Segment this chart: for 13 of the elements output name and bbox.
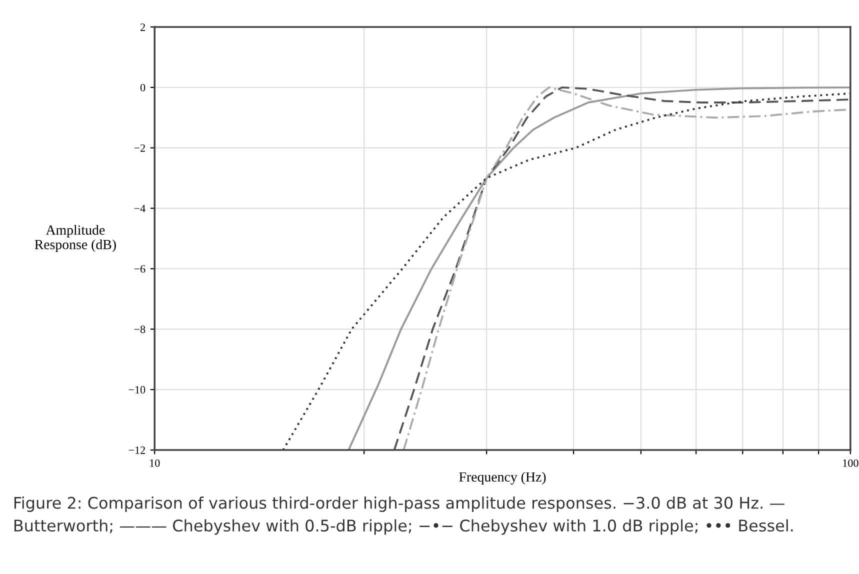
- x-axis-title: Frequency (Hz): [459, 472, 546, 485]
- y-tick-label: −6: [134, 265, 146, 273]
- y-tick-label: −2: [134, 144, 145, 152]
- x-tick-label: 10: [150, 459, 160, 467]
- y-axis-title: Amplitude Response (dB): [34, 224, 116, 252]
- caption: Figure 2: Comparison of various third-order high-pass amplitude responses. −3.0 dB at 30 Hz. — Butterworth; ——— Chebyshev with 0.5-dB ripple; −•− Chebyshev with 1.0 dB ripple; ••• Bessel.: [14, 496, 793, 535]
- x-tick-label: 100: [843, 459, 858, 467]
- y-tick-label: 2: [140, 23, 145, 31]
- y-tick-label: −8: [134, 326, 146, 334]
- y-tick-label: 0: [140, 84, 146, 92]
- y-tick-label: −4: [134, 204, 146, 212]
- y-tick-label: −10: [128, 386, 146, 394]
- y-tick-label: −12: [128, 446, 145, 454]
